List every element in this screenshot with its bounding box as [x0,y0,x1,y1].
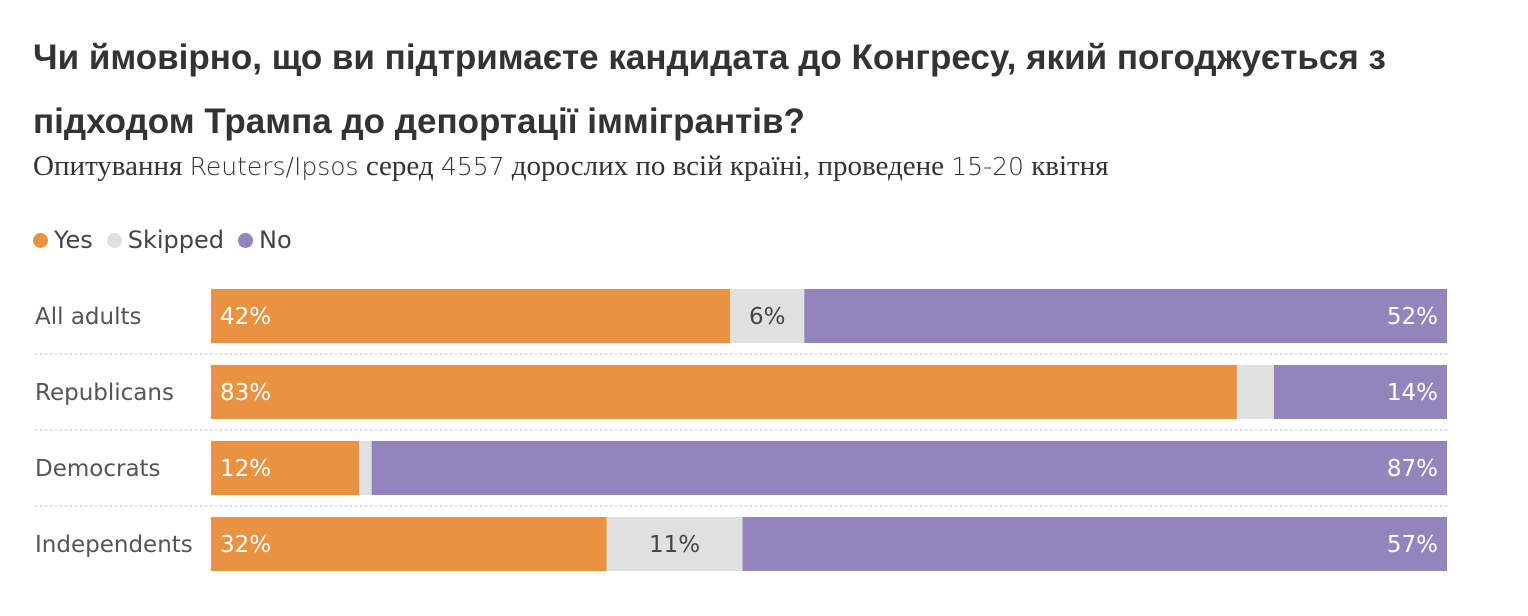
category-label: Independents [35,532,193,558]
data-label: 32% [220,532,271,558]
category-label: Republicans [35,380,174,406]
bar-segment-no [804,289,1447,343]
data-label: 14% [1387,380,1438,406]
bar-segment-yes [211,365,1237,419]
bar-segment-yes [211,517,607,571]
legend-swatch [238,232,254,248]
bar-segment-skipped [730,289,805,343]
bar-segment-no [371,441,1448,495]
subtitle-part: дорослих по всій країні, проведене [504,150,952,182]
category-label: All adults [35,304,142,330]
bar-segment-yes [211,441,360,495]
data-label: 42% [220,304,271,330]
bar-segment-yes [211,289,731,343]
legend-label: No [259,226,292,254]
legend-label: Skipped [127,226,225,254]
data-label: 83% [220,380,271,406]
data-label: 87% [1387,456,1438,482]
data-label: 11% [649,532,700,558]
subtitle-part: 15-20 [951,152,1024,181]
data-label: 12% [220,456,271,482]
legend-swatch [33,232,48,248]
bar-segment-skipped [606,517,743,571]
category-label: Democrats [35,456,161,482]
chart-subtitle: Опитування Reuters/Ipsos серед 4557 доро… [33,150,1109,183]
bar-segment-skipped [359,441,372,495]
subtitle-part: серед [358,150,441,182]
data-label: 52% [1387,304,1438,330]
data-label: 6% [749,304,786,330]
subtitle-part: 4557 [440,152,505,181]
legend-item-no: No [238,226,292,254]
legend: Yes Skipped No [33,226,292,254]
data-label: 57% [1387,532,1438,558]
subtitle-part: квітня [1023,150,1109,182]
bar-segment-no [742,517,1447,571]
subtitle-part: Опитування [33,150,190,182]
legend-item-skipped: Skipped [106,226,225,254]
chart-title: Чи ймовірно, що ви підтримаєте кандидата… [33,38,1386,141]
legend-swatch [106,232,122,248]
legend-label: Yes [54,226,93,254]
bar-segment-skipped [1236,365,1274,419]
bar-segment-no [1273,365,1447,419]
legend-item-yes: Yes [33,226,93,254]
subtitle-part: Reuters/Ipsos [189,152,359,181]
